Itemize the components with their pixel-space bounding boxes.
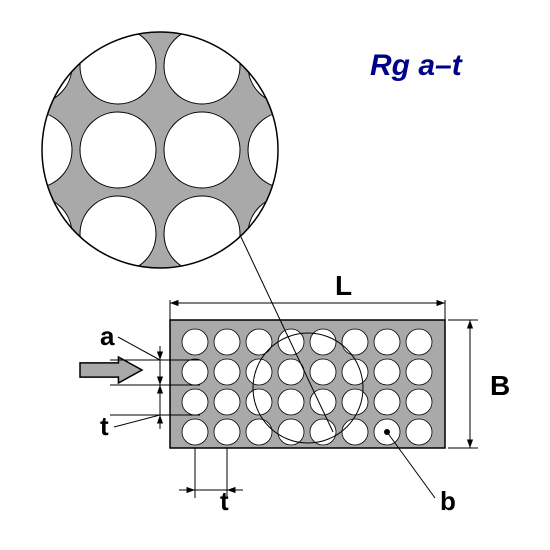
magnified-hole [248, 112, 324, 188]
hole [406, 329, 432, 355]
label-L: L [335, 270, 352, 301]
hole [342, 389, 368, 415]
label-a: a [100, 321, 115, 351]
label-t-bottom: t [220, 486, 229, 516]
hole [406, 419, 432, 445]
label-B: B [490, 370, 510, 401]
hole [278, 389, 304, 415]
hole [182, 359, 208, 385]
magnified-hole [0, 112, 72, 188]
hole [374, 359, 400, 385]
hole [406, 359, 432, 385]
direction-arrow-icon [80, 357, 142, 383]
magnified-hole [248, 196, 324, 272]
hole [342, 359, 368, 385]
hole [374, 329, 400, 355]
magnified-hole [0, 196, 72, 272]
hole [278, 419, 304, 445]
label-t-left: t [100, 411, 109, 441]
hole [310, 359, 336, 385]
hole [342, 419, 368, 445]
magnifier-detail [0, 27, 324, 273]
label-b: b [440, 486, 456, 516]
perforated-sheet [170, 320, 445, 448]
hole [214, 359, 240, 385]
hole [246, 419, 272, 445]
magnified-hole [248, 28, 324, 104]
hole [182, 389, 208, 415]
hole [214, 389, 240, 415]
hole [182, 419, 208, 445]
hole [374, 389, 400, 415]
magnified-hole [0, 28, 72, 104]
hole [342, 329, 368, 355]
hole [246, 389, 272, 415]
magnified-hole [80, 112, 156, 188]
magnified-hole [164, 112, 240, 188]
hole [246, 329, 272, 355]
hole [214, 419, 240, 445]
hole [406, 389, 432, 415]
hole [214, 329, 240, 355]
diagram-title: Rg a–t [370, 49, 464, 82]
hole [182, 329, 208, 355]
